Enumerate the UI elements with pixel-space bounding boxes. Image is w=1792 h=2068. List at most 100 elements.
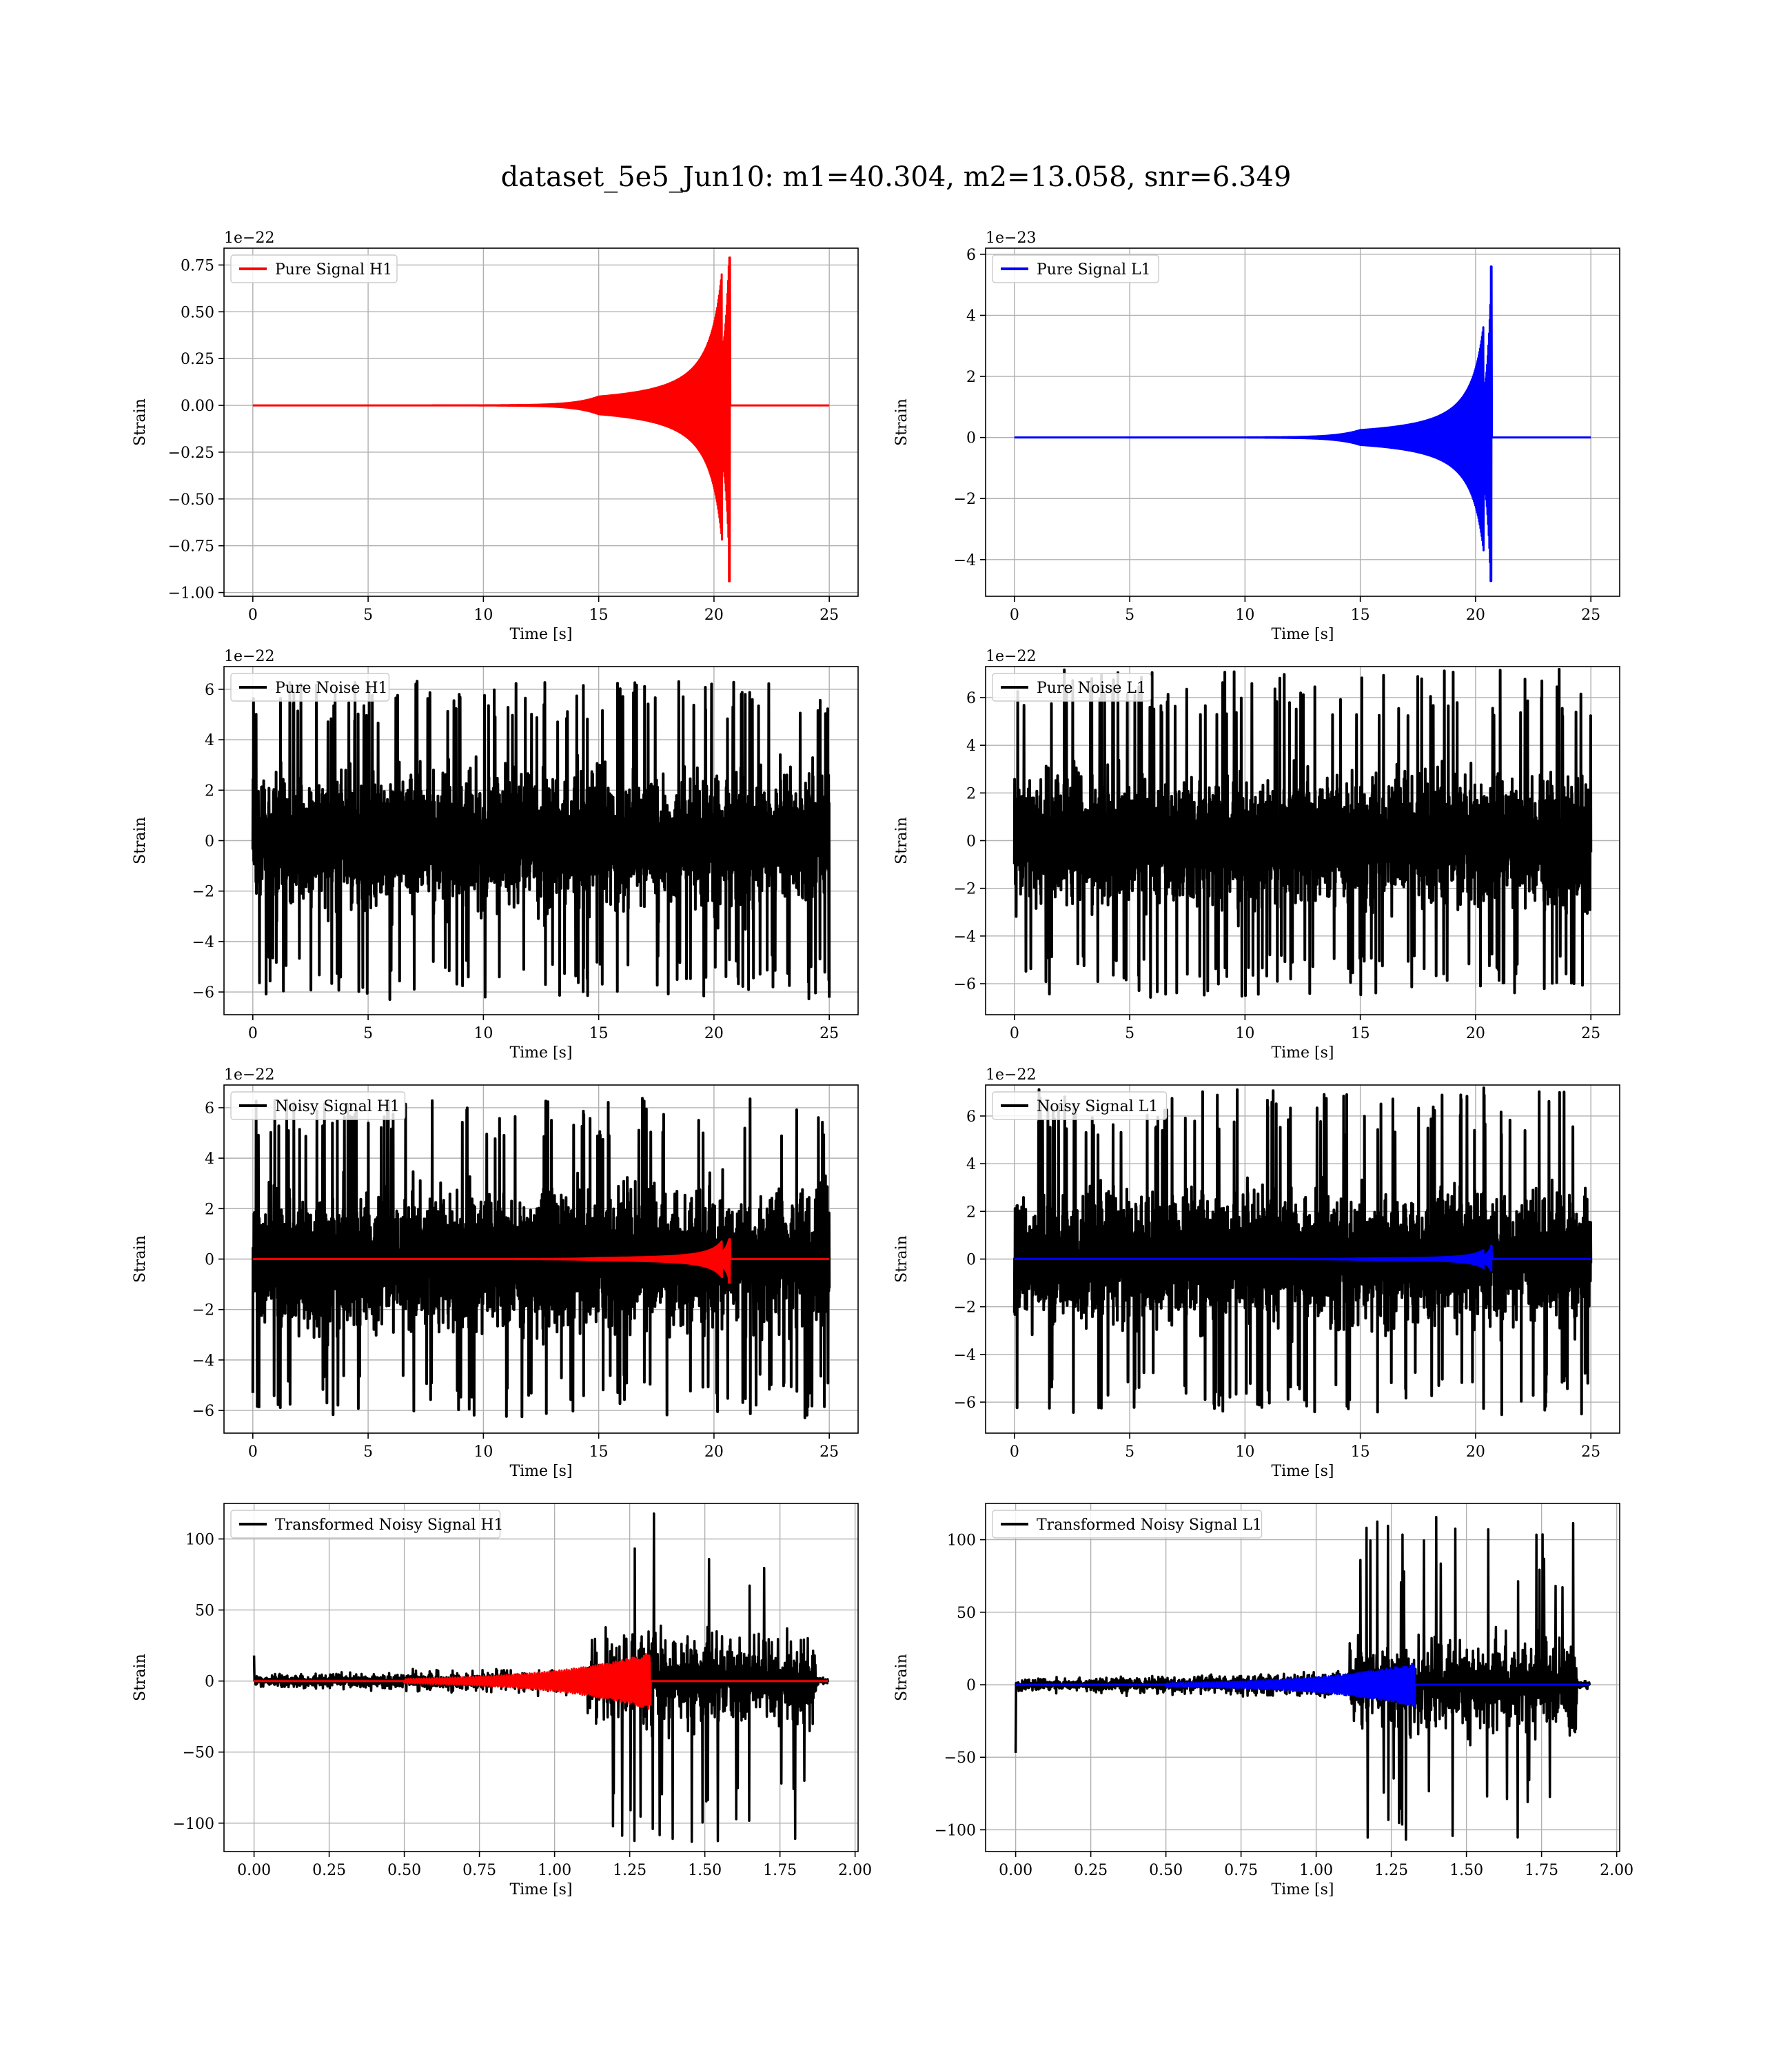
legend-box — [992, 254, 1159, 283]
series-line — [252, 256, 831, 582]
y-tick-label: −4 — [192, 1352, 214, 1370]
series-group — [1013, 265, 1592, 582]
x-tick-label: 5 — [1125, 1443, 1134, 1461]
x-tick-label: 10 — [1235, 1025, 1254, 1042]
x-axis-label: Time [s] — [1271, 1881, 1334, 1898]
y-tick-label: −2 — [954, 881, 976, 898]
legend-box — [992, 673, 1152, 702]
y-tick-label: 0.00 — [181, 398, 214, 415]
y-axis-label: Strain — [893, 398, 910, 446]
legend-label: Pure Signal L1 — [1037, 261, 1151, 278]
x-tick-label: 0 — [248, 1443, 258, 1461]
y-tick-label: −4 — [954, 929, 976, 946]
x-axis-label: Time [s] — [509, 1044, 572, 1062]
y-tick-label: −100 — [935, 1822, 976, 1839]
x-tick-label: 25 — [1581, 607, 1600, 624]
series-group — [251, 680, 831, 1001]
x-tick-label: 0 — [248, 607, 258, 624]
x-tick-label: 0.00 — [999, 1862, 1032, 1879]
axes-frame — [985, 247, 1620, 597]
y-tick-label: −0.25 — [168, 445, 214, 462]
x-tick-label: 0.75 — [1224, 1862, 1258, 1879]
x-tick-label: 0 — [248, 1025, 258, 1042]
axes-frame — [985, 666, 1620, 1015]
axes-frame — [223, 247, 859, 597]
x-tick-label: 20 — [1466, 607, 1485, 624]
series-line — [253, 1653, 829, 1710]
y-tick-label: −1.00 — [168, 585, 214, 602]
subplot-row3-right: 0 5 10 15 20 25 −6 −4 −2 0 2 4 6 Time [s] Strain 1e−22N… — [893, 1066, 1620, 1480]
x-tick-label: 10 — [474, 1443, 493, 1461]
x-tick-label: 1.50 — [1449, 1862, 1483, 1879]
y-tick-label: 0 — [205, 1252, 214, 1269]
x-tick-label: 0 — [1010, 607, 1019, 624]
x-tick-label: 2.00 — [1600, 1862, 1633, 1879]
plot-area — [224, 248, 858, 596]
offset-text: 1e−22 — [986, 1066, 1036, 1084]
offset-text: 1e−22 — [224, 230, 274, 247]
x-tick-label: 0.25 — [1074, 1862, 1108, 1879]
x-tick-label: 15 — [589, 607, 609, 624]
y-tick-label: 4 — [966, 1156, 976, 1173]
x-tick-label: 1.00 — [538, 1862, 571, 1879]
legend-box — [230, 673, 390, 702]
legend-box — [230, 1091, 406, 1120]
y-tick-label: 0 — [966, 833, 976, 851]
y-tick-label: 6 — [205, 682, 214, 699]
axes-frame — [223, 1084, 859, 1434]
y-tick-label: 6 — [966, 247, 976, 264]
x-axis-label: Time [s] — [509, 1463, 572, 1480]
y-tick-label: 0 — [966, 430, 976, 447]
series-group — [1014, 1515, 1591, 1841]
x-tick-label: 2.00 — [838, 1862, 872, 1879]
x-tick-label: 5 — [1125, 607, 1134, 624]
x-tick-label: 5 — [363, 607, 373, 624]
x-axis-label: Time [s] — [1271, 626, 1334, 643]
x-tick-label: 15 — [589, 1025, 609, 1042]
offset-text: 1e−23 — [986, 230, 1036, 247]
y-tick-label: 4 — [966, 307, 976, 325]
x-tick-label: 5 — [1125, 1025, 1134, 1042]
y-tick-label: 50 — [957, 1605, 976, 1622]
y-tick-label: 6 — [205, 1100, 214, 1117]
y-tick-label: 6 — [966, 690, 976, 707]
y-tick-label: 0 — [966, 1252, 976, 1269]
plot-area — [986, 248, 1620, 596]
y-tick-label: 2 — [205, 1201, 214, 1218]
subplot-row3-left: 0 5 10 15 20 25 −6 −4 −2 0 2 4 6 Time [s] Strain 1e−22N… — [132, 1066, 859, 1480]
x-tick-label: 1.00 — [1299, 1862, 1333, 1879]
x-tick-label: 0 — [1010, 1443, 1019, 1461]
y-tick-label: −50 — [183, 1745, 214, 1762]
x-tick-label: 15 — [1351, 1025, 1370, 1042]
y-axis-label: Strain — [132, 398, 149, 446]
series-line — [1013, 1244, 1592, 1272]
y-tick-label: 4 — [205, 1150, 214, 1168]
x-tick-label: 25 — [819, 1443, 839, 1461]
x-tick-label: 1.75 — [1525, 1862, 1558, 1879]
subplot-row2-left: 0 5 10 15 20 25 −6 −4 −2 0 2 4 6 Time [s] Strain 1e−22P… — [132, 648, 859, 1062]
y-tick-label: 2 — [966, 1204, 976, 1221]
x-tick-label: 1.50 — [688, 1862, 722, 1879]
series-group — [252, 1512, 830, 1843]
y-tick-label: 100 — [947, 1532, 976, 1550]
axes-frame — [223, 666, 859, 1015]
y-tick-label: −0.75 — [168, 538, 214, 556]
x-tick-label: 25 — [819, 1025, 839, 1042]
offset-text: 1e−22 — [224, 648, 274, 665]
y-tick-label: 4 — [205, 732, 214, 749]
legend-label: Transformed Noisy Signal L1 — [1037, 1517, 1262, 1534]
y-tick-label: −6 — [954, 1395, 976, 1412]
x-tick-label: 1.25 — [613, 1862, 646, 1879]
y-tick-label: 0 — [966, 1677, 976, 1694]
x-tick-label: 5 — [363, 1443, 373, 1461]
legend-box — [230, 1510, 501, 1539]
x-tick-label: 20 — [704, 607, 724, 624]
x-tick-label: 10 — [1235, 607, 1254, 624]
axes-frame — [223, 1503, 859, 1852]
y-tick-label: −2 — [954, 491, 976, 508]
x-tick-label: 0.75 — [462, 1862, 496, 1879]
legend-box — [992, 1510, 1263, 1539]
y-tick-label: −2 — [954, 1299, 976, 1317]
subplot-row4-left: 0.00 0.25 0.50 0.75 1.00 1.25 1.50 1.75 2.00 −100… — [132, 1503, 872, 1898]
